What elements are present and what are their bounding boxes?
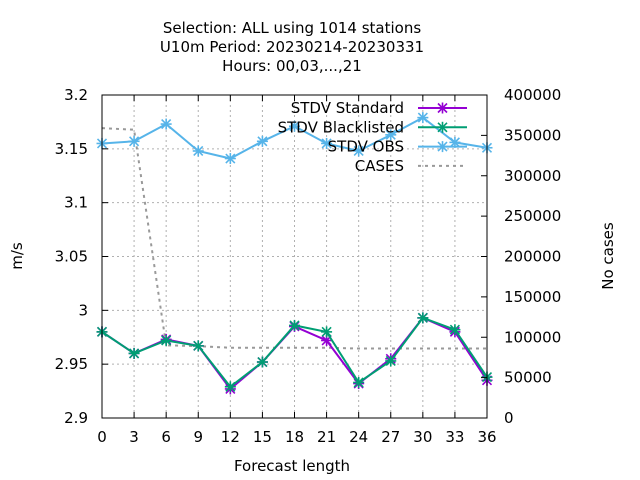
data-point-stdv-blacklisted <box>321 326 333 338</box>
legend-label: STDV OBS <box>328 138 404 156</box>
y-tick-label: 2.95 <box>55 355 88 373</box>
grid-lines <box>102 95 487 418</box>
series-layer <box>96 112 493 395</box>
x-tick-label: 27 <box>381 428 400 446</box>
x-tick-label: 15 <box>253 428 272 446</box>
x-tick-label: 9 <box>193 428 203 446</box>
data-point-stdv-obs <box>128 135 140 147</box>
x-tick-label: 36 <box>477 428 496 446</box>
x-tick-label: 12 <box>221 428 240 446</box>
y2-tick-label: 200000 <box>504 248 561 266</box>
data-point-stdv-obs <box>417 112 429 124</box>
y2-tick-label: 350000 <box>504 126 561 144</box>
x-tick-label: 3 <box>129 428 139 446</box>
data-point-stdv-blacklisted <box>224 381 236 393</box>
legend-label: STDV Standard <box>291 99 404 117</box>
y-tick-label: 3.2 <box>64 86 88 104</box>
legend-label: STDV Blacklisted <box>278 118 404 136</box>
data-point-stdv-blacklisted <box>385 355 397 367</box>
x-tick-label: 6 <box>161 428 171 446</box>
series-stdv-obs <box>96 112 493 165</box>
data-point-stdv-obs <box>385 129 397 141</box>
legend-label: CASES <box>355 157 404 175</box>
y2-tick-label: 400000 <box>504 86 561 104</box>
y-tick-label: 3.05 <box>55 248 88 266</box>
data-point-stdv-obs <box>192 145 204 157</box>
y-axis-label: m/s <box>8 242 26 270</box>
legend-entry-cases: CASES <box>355 157 467 175</box>
data-point-stdv-blacklisted <box>160 334 172 346</box>
series-stdv-blacklisted <box>96 312 493 393</box>
y2-axis-label: No cases <box>599 222 617 290</box>
y-tick-label: 2.9 <box>64 409 88 427</box>
data-point-stdv-blacklisted <box>256 356 268 368</box>
legend-entry-stdv-blacklisted: STDV Blacklisted <box>278 118 467 136</box>
data-point-stdv-blacklisted <box>289 319 300 331</box>
x-axis-label: Forecast length <box>234 457 350 475</box>
y2-tick-label: 50000 <box>504 369 552 387</box>
data-point-stdv-blacklisted <box>192 340 204 352</box>
title-line-2: U10m Period: 20230214-20230331 <box>160 38 424 56</box>
data-point-stdv-obs <box>160 118 172 130</box>
legend-marker <box>437 141 448 153</box>
y2-tick-label: 0 <box>504 409 514 427</box>
title-line-1: Selection: ALL using 1014 stations <box>163 19 422 37</box>
y2-tick-label: 250000 <box>504 207 561 225</box>
y-tick-label: 3.15 <box>55 140 88 158</box>
data-point-stdv-obs <box>289 120 300 132</box>
data-point-stdv-obs <box>321 137 333 149</box>
data-point-stdv-blacklisted <box>417 312 429 324</box>
y2-tick-label: 150000 <box>504 288 561 306</box>
title-line-3: Hours: 00,03,...,21 <box>222 57 362 75</box>
data-point-stdv-blacklisted <box>353 376 365 388</box>
chart-title: Selection: ALL using 1014 stations U10m … <box>160 19 424 75</box>
data-point-stdv-blacklisted <box>128 347 140 359</box>
data-point-stdv-obs <box>224 153 236 165</box>
x-tick-label: 33 <box>445 428 464 446</box>
x-tick-label: 24 <box>349 428 368 446</box>
x-tick-label: 18 <box>285 428 304 446</box>
series-cases <box>101 127 487 350</box>
legend-marker <box>437 121 448 133</box>
x-tick-label: 0 <box>97 428 107 446</box>
data-point-stdv-blacklisted <box>449 324 461 336</box>
y2-tick-label: 300000 <box>504 167 561 185</box>
y2-tick-label: 100000 <box>504 328 561 346</box>
axes: 0 3 6 9 12 15 18 21 24 27 30 33 362.92.9533.053.13.1… <box>55 86 562 446</box>
series-line-cases <box>101 127 487 350</box>
x-tick-label: 30 <box>413 428 432 446</box>
legend-marker <box>437 102 448 114</box>
x-tick-label: 21 <box>317 428 336 446</box>
data-point-stdv-obs <box>353 145 365 157</box>
y-tick-label: 3.1 <box>64 194 88 212</box>
legend-entry-stdv-standard: STDV Standard <box>291 99 467 117</box>
y-tick-label: 3 <box>78 301 88 319</box>
legend-entry-stdv-obs: STDV OBS <box>328 138 467 156</box>
data-point-stdv-obs <box>256 135 268 147</box>
